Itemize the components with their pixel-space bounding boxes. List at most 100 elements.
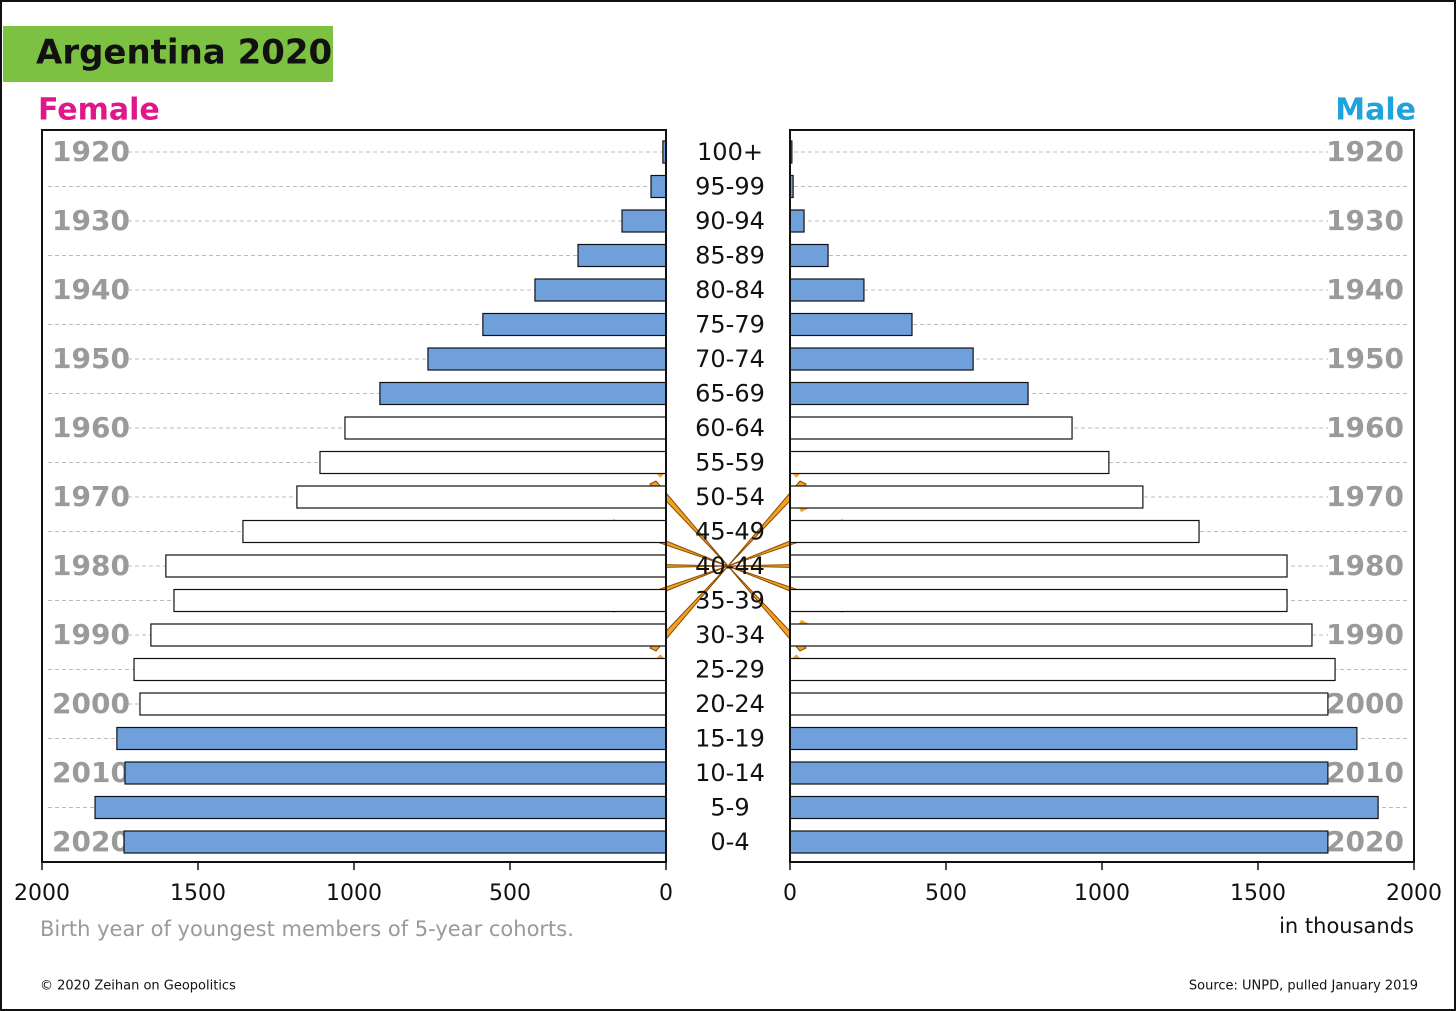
bar [789,761,1329,785]
bar [789,485,1144,509]
category-label: 100+ [697,138,763,166]
bar [379,381,667,406]
category-label: 45-49 [695,518,765,546]
birth-year-label: 1950 [1326,342,1404,375]
birth-year-label: 1990 [1326,618,1404,651]
birth-year-label: 2010 [1326,756,1404,789]
category-label: 50-54 [695,483,765,511]
category-label: 90-94 [695,207,765,235]
bar [319,450,667,475]
bar [789,209,805,233]
bar [139,692,667,716]
bar [789,623,1313,647]
note: Birth year of youngest members of 5-year… [40,917,574,941]
category-label: 40-44 [695,552,765,580]
category-label: 70-74 [695,345,765,373]
bar [165,554,667,578]
birth-year-label: 1930 [1326,204,1404,237]
bar [789,588,1288,613]
category-label: 30-34 [695,621,765,649]
category-label: 10-14 [695,759,765,787]
sun-ray [727,480,807,567]
birth-year-label: 2020 [52,825,130,858]
x-tick-label: 1500 [170,881,226,906]
bar [789,381,1029,406]
birth-year-label: 1960 [52,411,130,444]
x-tick-label: 1000 [326,881,382,906]
birth-year-label: 1940 [52,273,130,306]
bar [242,519,667,544]
bar [789,657,1336,682]
bar [789,830,1329,854]
bar [650,174,667,199]
bar [789,795,1379,820]
x-tick-label: 2000 [14,881,70,906]
birth-year-label: 1970 [52,480,130,513]
bar [789,519,1200,544]
bar [94,795,667,820]
source: Source: UNPD, pulled January 2019 [1189,979,1418,994]
birth-year-label: 1960 [1326,411,1404,444]
birth-year-label: 1970 [1326,480,1404,513]
bar [789,692,1329,716]
bar [789,726,1358,751]
x-tick-label: 500 [925,881,967,906]
category-label: 25-29 [695,656,765,684]
bar [344,416,667,440]
sun-ray [727,565,807,652]
birth-year-label: 2000 [52,687,130,720]
bar [789,416,1073,440]
x-tick-label: 500 [489,881,531,906]
bar [789,554,1288,578]
category-label: 75-79 [695,311,765,339]
sun-ray [649,565,729,652]
category-label: 85-89 [695,242,765,270]
bar [427,347,667,371]
bar [116,726,667,751]
x-tick-label: 0 [783,881,797,906]
x-tick-label: 2000 [1386,881,1442,906]
category-label: 60-64 [695,414,765,442]
bar [789,243,829,268]
category-label: 20-24 [695,690,765,718]
bar [482,312,667,337]
birth-year-label: 1920 [1326,135,1404,168]
bar [789,312,913,337]
category-label: 5-9 [710,794,749,822]
birth-year-label: 1990 [52,618,130,651]
bar [173,588,667,613]
birth-year-label: 2020 [1326,825,1404,858]
legend-label: Female [38,93,160,128]
bar [789,278,865,302]
bar [789,450,1110,475]
bar [123,830,667,854]
bar [150,623,667,647]
bar [133,657,667,682]
x-tick-label: 1500 [1230,881,1286,906]
birth-year-label: 2010 [52,756,130,789]
copyright: © 2020 Zeihan on Geopolitics [40,979,236,994]
x-tick-label: 1000 [1074,881,1130,906]
birth-year-label: 1940 [1326,273,1404,306]
birth-year-label: 1920 [52,135,130,168]
x-tick-label: 0 [659,881,673,906]
x-axis-label: in thousands [1279,914,1414,938]
legend-label: Male [1335,93,1416,128]
birth-year-label: 2000 [1326,687,1404,720]
chart-title: Argentina 2020 [36,33,332,73]
bar [621,209,667,233]
category-label: 80-84 [695,276,765,304]
birth-year-label: 1930 [52,204,130,237]
bar [124,761,667,785]
category-label: 0-4 [710,828,749,856]
category-label: 65-69 [695,380,765,408]
title-box [3,26,333,82]
bar [577,243,667,268]
category-label: 15-19 [695,725,765,753]
bar [534,278,667,302]
bar [296,485,667,509]
birth-year-label: 1980 [1326,549,1404,582]
category-label: 55-59 [695,449,765,477]
category-label: 35-39 [695,587,765,615]
